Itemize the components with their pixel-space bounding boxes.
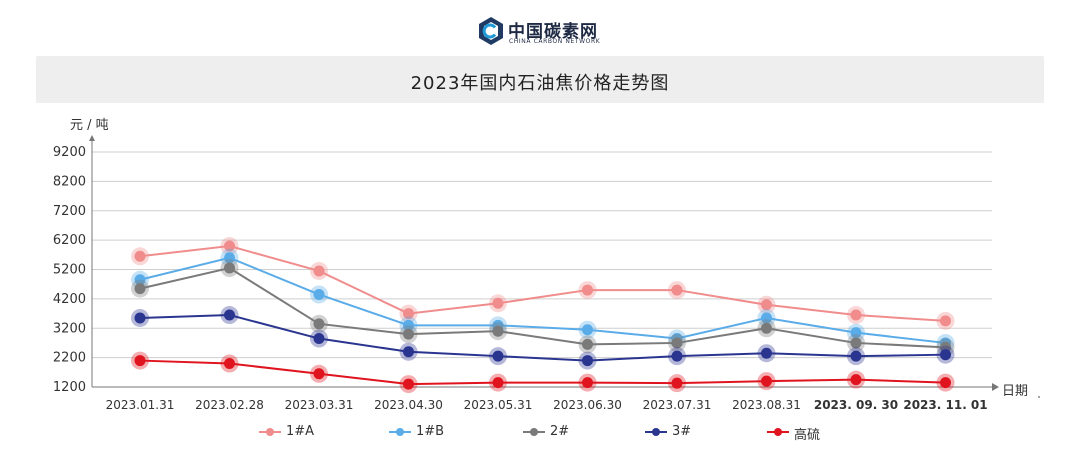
data-point xyxy=(403,378,414,390)
series-line-4 xyxy=(139,359,946,386)
x-tick-label: 2023.01.31 xyxy=(106,398,175,412)
data-point xyxy=(313,318,325,330)
data-point xyxy=(850,374,862,386)
data-point xyxy=(134,274,146,286)
x-axis-label: 日期 xyxy=(1002,384,1029,399)
x-tick-label: 2023.06.30 xyxy=(553,398,622,412)
y-tick-label: 3200 xyxy=(53,321,86,336)
legend-swatch xyxy=(767,428,789,436)
data-point xyxy=(492,350,504,362)
decorative-dot xyxy=(1038,396,1040,398)
y-tick-label: 8200 xyxy=(53,174,86,189)
data-point xyxy=(850,309,862,321)
data-point xyxy=(761,299,772,311)
data-point xyxy=(761,375,772,387)
data-point xyxy=(224,240,235,252)
legend-swatch xyxy=(523,428,545,436)
data-point xyxy=(134,250,146,262)
data-point xyxy=(224,262,235,274)
legend-swatch xyxy=(259,428,281,436)
data-point xyxy=(403,319,414,331)
title-bar: 2023年国内石油焦价格走势图 xyxy=(36,56,1044,103)
data-point xyxy=(134,312,146,324)
data-point xyxy=(850,327,862,339)
legend: 1#A 1#B 2# 3# 高硫 xyxy=(0,423,1080,443)
y-tick-label: 9200 xyxy=(53,145,86,160)
legend-swatch xyxy=(389,428,411,436)
series-line-1 xyxy=(139,256,946,344)
series-line-2 xyxy=(139,266,946,349)
x-axis-arrow xyxy=(992,383,999,391)
logo-name-cn: 中国碳素网 xyxy=(508,22,598,42)
data-point xyxy=(671,377,683,389)
x-tick-label: 2023.08.31 xyxy=(732,398,801,412)
logo-name-en: CHINA CARBON NETWORK xyxy=(509,38,601,45)
legend-label: 1#A xyxy=(286,424,315,439)
data-point xyxy=(492,325,504,337)
x-tick-label: 2023.07.31 xyxy=(643,398,712,412)
x-tick-label: 2023.02.28 xyxy=(195,398,264,412)
y-tick-label: 1200 xyxy=(53,380,86,395)
legend-label: 1#B xyxy=(416,424,445,439)
data-point xyxy=(224,358,235,369)
data-point xyxy=(313,333,325,345)
chart-title: 2023年国内石油焦价格走势图 xyxy=(410,73,670,94)
series-line-3 xyxy=(139,314,946,362)
data-point xyxy=(224,309,235,321)
x-tick-label: 2023.03.31 xyxy=(285,398,354,412)
legend-label: 3# xyxy=(672,424,692,439)
y-axis-label: 元 / 吨 xyxy=(70,118,109,133)
y-tick-label: 5200 xyxy=(53,263,86,278)
data-point xyxy=(313,265,325,277)
data-point xyxy=(940,349,951,361)
data-point xyxy=(224,252,235,264)
data-point xyxy=(582,284,593,296)
data-point xyxy=(850,337,862,349)
line-chart: 1200 2200 3200 4200 5200 6200 7200 8200 9200 2023… xyxy=(53,135,999,412)
data-point xyxy=(850,350,862,362)
data-point xyxy=(761,312,772,324)
legend-label: 2# xyxy=(550,424,570,439)
y-tick-label: 7200 xyxy=(53,204,86,219)
carbon-logo-icon xyxy=(479,17,503,45)
data-point xyxy=(313,368,325,380)
data-point xyxy=(492,377,504,389)
data-point xyxy=(582,355,593,367)
data-point xyxy=(761,322,772,334)
x-tick-label: 2023. 09. 30 xyxy=(814,398,898,412)
y-tick-label: 4200 xyxy=(53,292,86,307)
legend-swatch xyxy=(645,428,667,436)
x-tick-label: 2023.05.31 xyxy=(464,398,533,412)
data-point xyxy=(671,337,683,349)
data-point xyxy=(134,283,146,295)
data-point xyxy=(134,355,146,367)
data-point xyxy=(403,346,414,358)
series-line-0 xyxy=(139,244,946,322)
data-point xyxy=(582,338,593,350)
data-point xyxy=(313,288,325,300)
data-point xyxy=(940,315,951,327)
data-point xyxy=(582,324,593,336)
data-point xyxy=(671,350,683,362)
data-point xyxy=(761,347,772,359)
x-tick-label: 2023. 11. 01 xyxy=(903,398,987,412)
data-point xyxy=(671,284,683,296)
data-point xyxy=(403,308,414,320)
data-point xyxy=(940,377,951,389)
data-point xyxy=(582,377,593,389)
data-point xyxy=(492,297,504,309)
y-axis-arrow xyxy=(89,135,95,141)
y-tick-label: 6200 xyxy=(53,233,86,248)
y-tick-label: 2200 xyxy=(53,351,86,366)
legend-label: 高硫 xyxy=(794,428,821,443)
x-tick-label: 2023.04.30 xyxy=(374,398,443,412)
data-point xyxy=(403,328,414,340)
